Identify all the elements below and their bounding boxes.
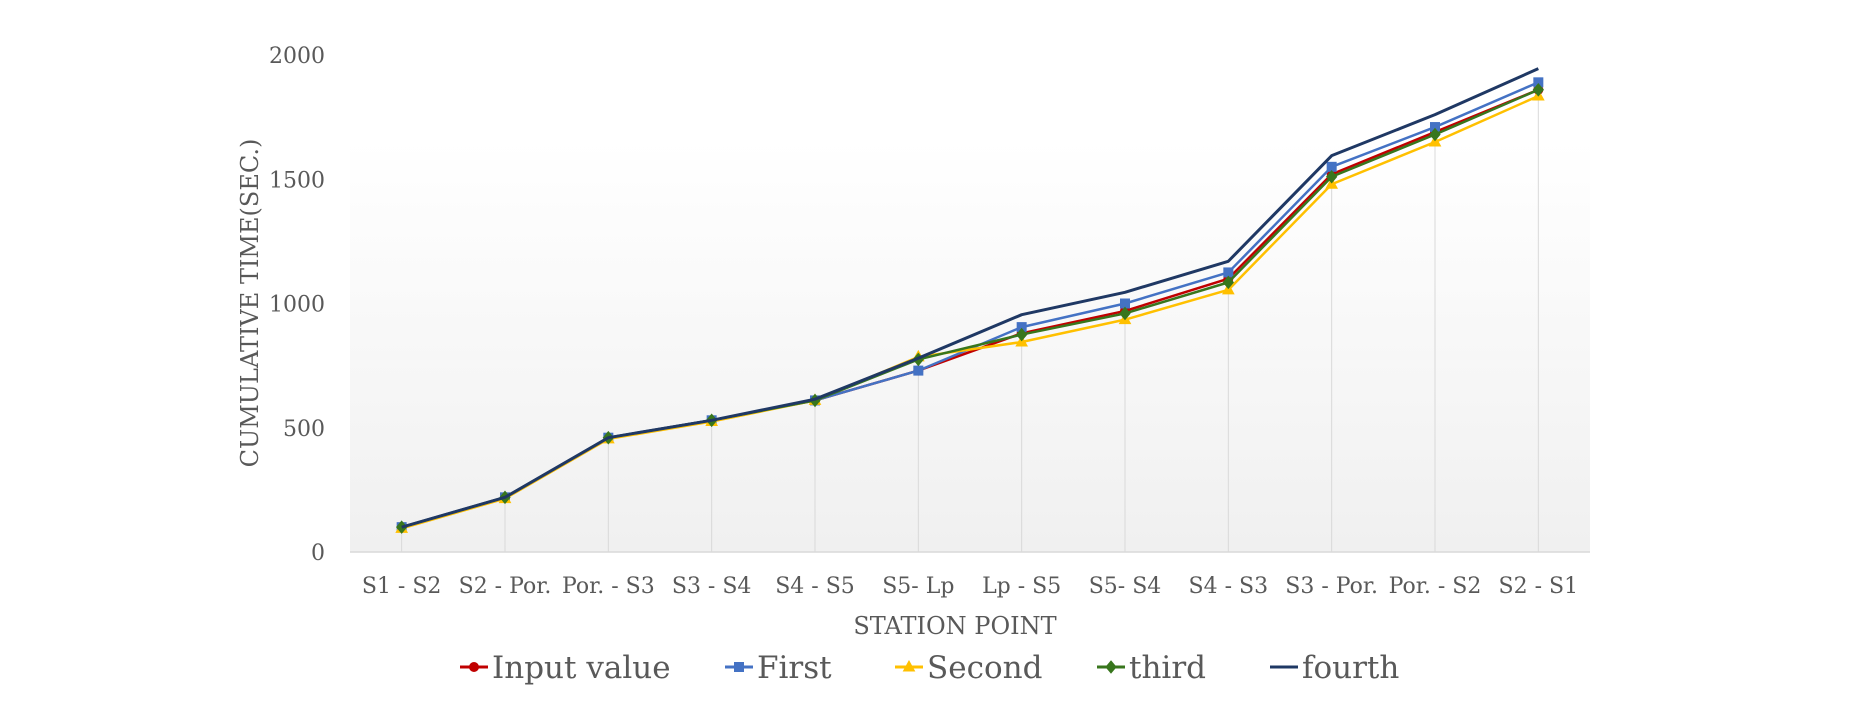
x-tick-label: S2 - S1 — [1499, 574, 1579, 599]
x-tick-label: S5- S4 — [1089, 574, 1162, 599]
data-point — [1326, 169, 1338, 184]
y-tick-label: 1000 — [269, 293, 325, 318]
data-point — [1326, 161, 1337, 172]
data-point — [1532, 83, 1544, 97]
y-axis-ticks: 0 500 1000 1500 2000 — [269, 44, 325, 566]
legend-item-4: fourth — [1270, 650, 1399, 686]
legend-item-0: Input value — [460, 650, 671, 686]
x-tick-label: S3 - S4 — [672, 574, 752, 599]
legend-label: First — [757, 650, 832, 686]
legend-swatch-marker — [469, 662, 479, 672]
legend-swatch-marker — [902, 659, 916, 672]
data-point — [1222, 275, 1234, 290]
x-tick-label: S5- Lp — [882, 574, 954, 599]
legend-label: fourth — [1302, 650, 1399, 686]
x-tick-label: Por. - S2 — [1389, 574, 1482, 599]
y-tick-label: 2000 — [269, 44, 325, 69]
x-tick-label: S3 - Por. — [1285, 574, 1378, 599]
legend-item-2: Second — [895, 650, 1042, 686]
series-4 — [401, 67, 1539, 529]
data-point — [1120, 298, 1130, 309]
x-tick-label: Lp - S5 — [982, 574, 1061, 599]
x-axis-label: STATION POINT — [853, 612, 1056, 640]
legend-label: Second — [927, 650, 1042, 686]
legend-swatch-marker — [1105, 660, 1117, 674]
data-point — [1016, 327, 1028, 342]
data-point — [1223, 267, 1234, 278]
y-tick-label: 0 — [311, 541, 325, 566]
legend: Input value First Second third fourth — [460, 650, 1399, 686]
x-tick-label: S4 - S5 — [775, 574, 855, 599]
x-tick-label: S4 - S3 — [1189, 574, 1269, 599]
series-lines — [395, 67, 1545, 534]
series-line-4 — [401, 67, 1539, 529]
data-point — [913, 365, 924, 376]
y-tick-label: 500 — [283, 417, 325, 442]
gridlines — [401, 96, 1539, 552]
data-point — [1429, 127, 1441, 142]
legend-label: third — [1129, 650, 1206, 686]
y-tick-label: 1500 — [269, 168, 325, 193]
legend-swatch-marker — [734, 662, 744, 672]
legend-item-3: third — [1097, 650, 1206, 686]
data-point — [1119, 306, 1131, 321]
legend-label: Input value — [492, 650, 671, 686]
x-axis-ticks: S1 - S2 S2 - Por. Por. - S3 S3 - S4 S4 - S5 S… — [362, 574, 1578, 599]
x-tick-label: S1 - S2 — [362, 574, 442, 599]
legend-item-1: First — [725, 650, 832, 686]
x-tick-label: S2 - Por. — [459, 574, 552, 599]
y-axis-label: CUMULATIVE TIME(SEC.) — [236, 139, 264, 468]
x-tick-label: Por. - S3 — [562, 574, 655, 599]
